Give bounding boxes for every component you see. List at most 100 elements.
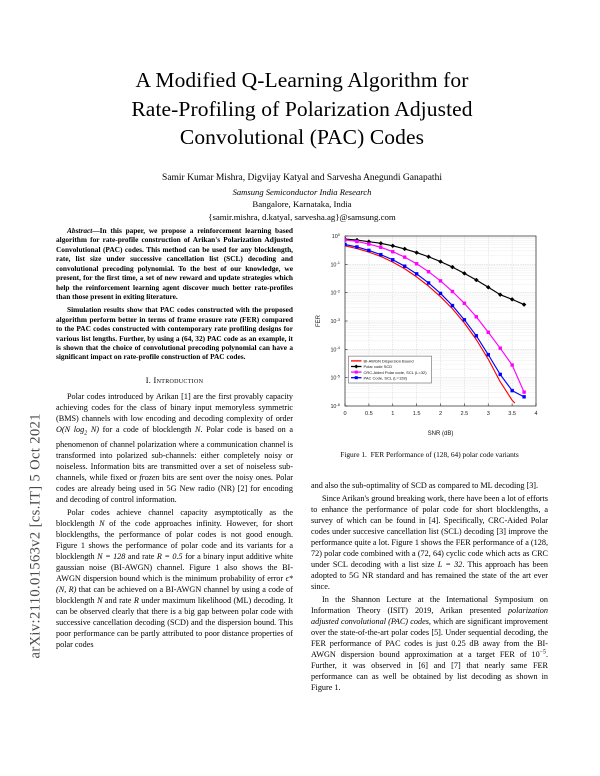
series-marker-1 [497,292,503,298]
text-frag: . Polar code is based on a phenomenon of… [56,425,294,482]
series-line-1 [345,238,525,306]
arxiv-stamp: arXiv:2110.01563v2 [cs.IT] 5 Oct 2021 [27,413,44,659]
series-marker-3 [450,303,455,308]
y-tick-label: 10-5 [330,373,340,381]
legend-box [348,355,432,384]
figure-caption-label: Figure 1. [340,450,367,459]
series-marker-1 [414,250,419,255]
text-frag: for a binary input additive white gaussi… [56,551,293,583]
paragraph-shannon-lecture: In the Shannon Lecture at the Internatio… [311,594,548,693]
series-marker-2 [391,249,395,254]
title-line-2: Rate-Profiling of Polarization Adjusted [131,96,473,121]
page-title: A Modified Q-Learning Algorithm for Rate… [56,66,548,152]
series-marker-3 [522,395,526,399]
series-marker-1 [485,284,491,290]
legend-label-2: CRC-Aided Polar code, SCL (L=32) [364,370,428,375]
x-tick-label: 0.5 [365,411,373,417]
y-tick-label: 10-6 [330,402,340,410]
series-marker-3 [367,248,371,253]
series-marker-2 [355,239,359,244]
math-n128: N = 128 [97,551,126,561]
paragraph-polar-intro: Polar codes introduced by Arikan [1] are… [56,391,293,505]
chart-svg: 0 0.5 1 1.5 2 2.5 3 3.5 4 100 10-1 10-2 10-3 10-4 10-5… [316,232,538,437]
legend-label-3: PAC Code, SCL (L=128) [364,375,408,380]
text-frag: . Further, it was observed in [6] and [7… [311,650,548,693]
text-frag: , which are significant improvement over… [311,617,548,660]
series-marker-3 [379,252,383,257]
series-marker-2 [438,279,443,283]
text-frag: bits are sent over the noisy ones. Polar… [56,472,293,504]
abstract-block: Abstract—In this paper, we propose a rei… [56,226,293,362]
emph-frozen: frozen [139,472,160,482]
math-fer-target: 10−5 [531,649,546,660]
x-tick-label: 4 [534,411,537,417]
series-marker-1 [462,271,467,276]
series-marker-1 [438,259,443,264]
series-marker-1 [390,243,396,249]
title-line-1: A Modified Q-Learning Algorithm for [135,68,469,92]
series-marker-1 [426,254,431,260]
series-marker-2 [450,289,455,294]
author-email: {samir.mishra, d.katyal, sarvesha.ag}@sa… [208,211,396,222]
x-tick-label: 0 [343,411,346,417]
y-tick-label: 10-2 [330,288,340,296]
figure-1: 0 0.5 1 1.5 2 2.5 3 3.5 4 100 10-1 10-2 10-3 10-4 10-5… [311,226,548,460]
x-tick-label: 1 [391,411,394,417]
math-r: R [133,596,139,606]
author-location: Bangalore, Karnataka, India [252,199,352,209]
abstract-paragraph-1: Abstract—In this paper, we propose a rei… [56,226,293,301]
series-marker-3 [438,291,443,296]
series-marker-2 [510,363,514,367]
math-rate: R = 0.5 [156,551,183,561]
series-marker-3 [510,388,514,393]
series-marker-3 [355,245,359,249]
abstract-label: Abstract [67,226,93,235]
two-column-layout: Abstract—In this paper, we propose a rei… [56,226,548,693]
math-list-size: L = 32 [437,559,463,569]
text-frag: and rate [102,596,134,606]
series-line-3 [345,243,525,398]
x-tick-label: 2 [439,411,442,417]
y-tick-label: 100 [332,232,341,240]
paragraph-capacity: Polar codes achieve channel capacity asy… [56,507,293,650]
series-marker-3 [402,264,407,268]
series-marker-3 [462,318,467,322]
series-group [345,236,527,404]
series-marker-1 [378,241,384,246]
text-frag: and rate [125,551,157,561]
math-n: N [194,425,201,434]
left-column: Abstract—In this paper, we propose a rei… [56,226,293,693]
series-marker-2 [522,390,526,394]
x-tick-label: 2.5 [460,411,468,417]
series-marker-2 [426,269,431,274]
series-marker-2 [345,238,347,242]
series-marker-3 [414,272,419,276]
text-frag: . This approach has been adopted to 5G N… [311,559,549,591]
series-marker-1 [402,246,408,252]
math-n3: N [97,596,103,606]
series-marker-3 [486,352,490,357]
series-marker-2 [402,255,407,259]
x-tick-label: 1.5 [413,411,421,417]
series-marker-3 [426,281,431,285]
series-marker-1 [450,264,455,270]
left-column-body: Polar codes introduced by Arikan [1] are… [56,391,293,650]
right-column: 0 0.5 1 1.5 2 2.5 3 3.5 4 100 10-1 10-2 10-3 10-4 10-5… [311,226,548,693]
text-frag: of the code approaches infinity. However… [56,518,293,561]
series-marker-2 [379,245,383,249]
series-marker-1 [509,297,515,302]
series-marker-2 [498,346,502,350]
series-marker-2 [414,262,419,266]
abstract-text-1: —In this paper, we propose a reinforceme… [56,226,293,301]
paper-page: A Modified Q-Learning Algorithm for Rate… [56,0,548,776]
paragraph-crc-aided: Since Arikan's ground breaking work, the… [311,493,548,592]
legend-label-0: BI-AWGN Dispersion Bound [364,359,414,364]
series-line-2 [345,239,525,393]
text-frag: Polar codes achieve channel capacity asy… [56,507,293,528]
author-list: Samir Kumar Mishra, Digvijay Katyal and … [162,172,442,183]
series-marker-3 [498,372,502,377]
paragraph-continued: and also the sub-optimality of SCD as co… [311,480,539,490]
text-frag: under maximum likelihood (ML) decoding. … [56,596,294,650]
emph-pac-codes: polarization adjusted convolutional (PAC… [311,605,548,626]
